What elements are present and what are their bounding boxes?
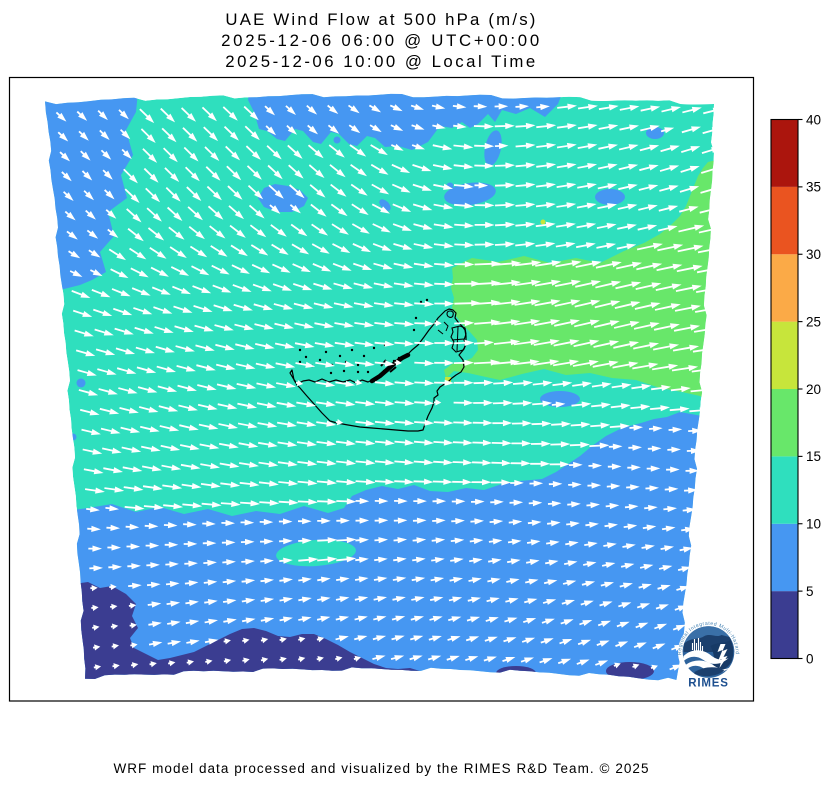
svg-text:2025-12-06 06:00 @ UTC+00:00: 2025-12-06 06:00 @ UTC+00:00 [221, 31, 542, 50]
svg-text:RIMES: RIMES [688, 678, 728, 690]
svg-text:5: 5 [806, 584, 814, 599]
svg-text:40: 40 [806, 112, 821, 127]
svg-text:20: 20 [806, 382, 821, 397]
svg-text:15: 15 [806, 449, 821, 464]
svg-text:2025-12-06 10:00 @ Local Time: 2025-12-06 10:00 @ Local Time [225, 52, 538, 71]
svg-text:UAE Wind Flow at 500 hPa (m/s): UAE Wind Flow at 500 hPa (m/s) [225, 10, 537, 29]
svg-text:0: 0 [806, 651, 814, 666]
svg-text:WRF model data processed and v: WRF model data processed and visualized … [113, 761, 649, 776]
svg-text:25: 25 [806, 314, 821, 329]
svg-text:10: 10 [806, 517, 821, 532]
svg-text:35: 35 [806, 180, 821, 195]
svg-text:30: 30 [806, 247, 821, 262]
